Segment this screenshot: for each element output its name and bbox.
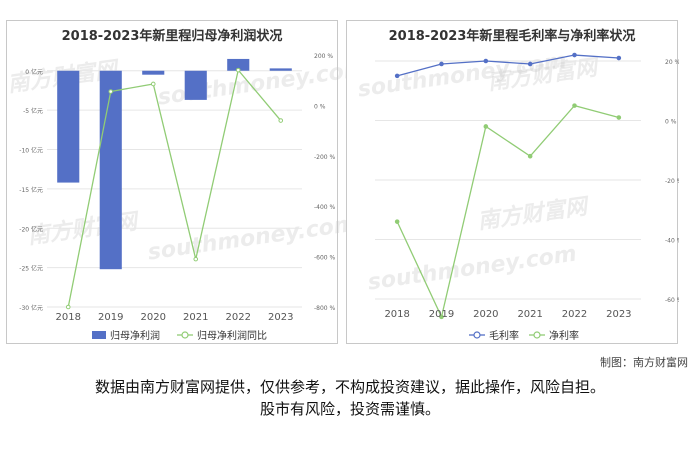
right-chart-panel: southmoney.com 南方财富网 南方财富网 southmoney.co… [346, 20, 679, 344]
y-right-tick-label: 0 % [665, 119, 677, 126]
series-1-point-2022 [572, 103, 577, 108]
x-tick-label: 2020 [141, 312, 166, 323]
series-line-0 [396, 54, 619, 77]
y-left-tick-label: -20 亿元 [19, 225, 43, 233]
yoy-point-2022 [235, 67, 241, 73]
series-0-point-2022 [572, 52, 577, 58]
bar-2021 [184, 70, 207, 100]
bar-2023 [269, 68, 292, 71]
legend-label: 净利率 [549, 329, 579, 342]
series-1-point-2018 [394, 219, 400, 224]
x-tick-label: 2022 [226, 312, 251, 323]
y-right-tick-label: 0 % [314, 103, 326, 110]
series-0-point-2019 [439, 61, 444, 67]
legend-swatch-bar [92, 331, 106, 339]
yoy-point-2019 [108, 89, 114, 94]
series-1-point-2021 [527, 153, 533, 159]
series-0-point-2018 [394, 73, 400, 79]
legend-swatch-marker [473, 331, 481, 339]
line-chart: 20 % 0 % -20 % -40 % -60 % 2018 2019 2020 2021 20… [375, 52, 679, 342]
series-1-point-2019 [439, 314, 444, 320]
yoy-point-2023 [278, 118, 284, 123]
bar-2022 [227, 58, 250, 71]
yoy-point-2021 [193, 256, 199, 262]
x-tick-label: 2023 [606, 309, 631, 320]
chart-credit: 制图：南方财富网 [600, 356, 688, 369]
disclaimer-line-2: 股市有风险，投资需谨慎。 [259, 400, 440, 418]
y-left-tick-label: 0 亿元 [25, 68, 43, 76]
y-left-tick-label: -10 亿元 [19, 147, 43, 155]
y-left-tick-label: -15 亿元 [19, 186, 43, 194]
legend-swatch-marker [181, 331, 189, 339]
x-tick-label: 2019 [98, 312, 123, 323]
legend-swatch-marker [533, 331, 541, 339]
y-right-tick-label: 20 % [665, 59, 679, 66]
series-0-point-2020 [483, 58, 489, 64]
disclaimer-line-1: 数据由南方财富网提供，仅供参考，不构成投资建议，据此操作，风险自担。 [94, 378, 605, 396]
x-tick-label: 2021 [517, 309, 542, 320]
chart-title: 2018-2023年新里程归母净利润状况 [61, 29, 283, 44]
legend-label: 归母净利润 [110, 329, 160, 342]
x-tick-label: 2019 [429, 309, 454, 320]
x-tick-label: 2018 [384, 309, 409, 320]
x-tick-label: 2018 [56, 312, 81, 323]
y-left-tick-label: -30 亿元 [19, 304, 43, 312]
yoy-point-2018 [65, 304, 71, 310]
legend-label: 毛利率 [489, 329, 519, 342]
disclaimer: 数据由南方财富网提供，仅供参考，不构成投资建议，据此操作，风险自担。 股市有风险… [0, 376, 700, 420]
x-tick-label: 2022 [562, 309, 587, 320]
y-right-tick-label: -200 % [314, 154, 336, 161]
y-right-tick-label: 200 % [314, 53, 333, 60]
y-right-tick-label: -20 % [665, 178, 679, 185]
series-1-point-2023 [616, 115, 622, 120]
yoy-point-2020 [150, 81, 156, 87]
x-tick-label: 2023 [268, 312, 293, 323]
bar-2019 [99, 70, 122, 270]
bar-2018 [57, 70, 80, 183]
left-chart-panel: 南方财富网 southmoney.com 南方财富网 southmoney.co… [6, 20, 368, 344]
series-0-point-2023 [616, 55, 622, 61]
y-left-tick-label: -5 亿元 [23, 107, 43, 115]
y-right-tick-label: -40 % [665, 238, 679, 245]
series-0-point-2021 [527, 61, 533, 67]
x-tick-label: 2021 [183, 312, 208, 323]
y-left-tick-label: -25 亿元 [19, 265, 43, 273]
y-right-tick-label: -800 % [314, 305, 336, 312]
y-right-tick-label: -60 % [665, 297, 679, 304]
y-right-tick-label: -400 % [314, 204, 336, 211]
bar-line-chart: 0 亿元 -5 亿元 -10 亿元 -15 亿元 -20 亿元 -25 亿元 -30 亿元 2… [19, 53, 336, 342]
chart-title: 2018-2023年新里程毛利率与净利率状况 [388, 29, 636, 44]
series-1-point-2020 [483, 124, 489, 129]
legend-label: 归母净利润同比 [197, 329, 267, 342]
y-right-tick-label: -600 % [314, 255, 336, 262]
series-line-1 [396, 104, 620, 319]
x-tick-label: 2020 [473, 309, 498, 320]
yoy-series-line [67, 68, 282, 308]
bar-2020 [142, 70, 165, 75]
